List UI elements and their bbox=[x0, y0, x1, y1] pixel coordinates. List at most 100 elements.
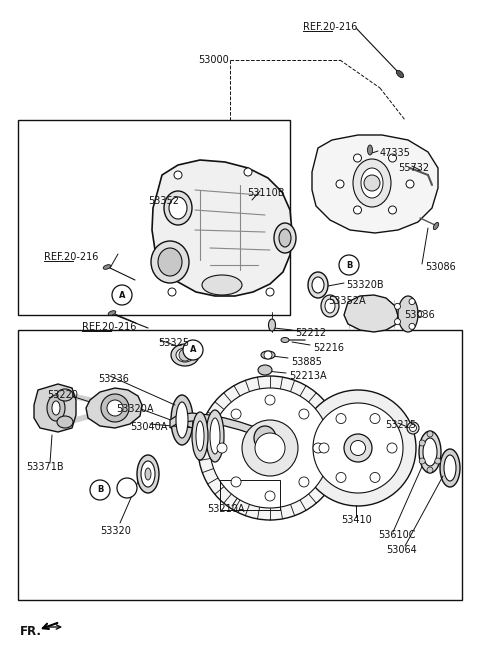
Circle shape bbox=[364, 175, 380, 191]
Ellipse shape bbox=[312, 277, 324, 293]
Circle shape bbox=[265, 491, 275, 501]
Ellipse shape bbox=[176, 348, 194, 362]
Ellipse shape bbox=[423, 438, 437, 466]
Circle shape bbox=[395, 319, 400, 325]
Ellipse shape bbox=[196, 421, 204, 451]
Circle shape bbox=[336, 472, 346, 482]
Circle shape bbox=[299, 477, 309, 487]
Circle shape bbox=[313, 403, 403, 493]
Ellipse shape bbox=[444, 455, 456, 481]
Text: B: B bbox=[346, 260, 352, 269]
Ellipse shape bbox=[344, 434, 372, 462]
Text: 53000: 53000 bbox=[198, 55, 229, 65]
Circle shape bbox=[409, 299, 415, 305]
Ellipse shape bbox=[192, 412, 208, 460]
Circle shape bbox=[418, 311, 424, 317]
Ellipse shape bbox=[52, 401, 60, 415]
Circle shape bbox=[174, 171, 182, 179]
Circle shape bbox=[419, 440, 425, 446]
Circle shape bbox=[117, 478, 137, 498]
Circle shape bbox=[395, 304, 400, 309]
Text: 53352A: 53352A bbox=[328, 296, 366, 306]
Ellipse shape bbox=[206, 410, 224, 462]
Ellipse shape bbox=[141, 461, 155, 487]
Text: 53371B: 53371B bbox=[26, 462, 64, 472]
Ellipse shape bbox=[57, 389, 73, 401]
Ellipse shape bbox=[274, 223, 296, 253]
Text: REF.20-216: REF.20-216 bbox=[303, 22, 358, 32]
Ellipse shape bbox=[210, 418, 220, 454]
Text: REF.20-216: REF.20-216 bbox=[44, 252, 98, 262]
Circle shape bbox=[387, 443, 397, 453]
Ellipse shape bbox=[176, 402, 188, 438]
Ellipse shape bbox=[325, 299, 335, 313]
Circle shape bbox=[388, 154, 396, 162]
Text: A: A bbox=[119, 290, 125, 300]
Circle shape bbox=[339, 255, 359, 275]
Circle shape bbox=[217, 443, 227, 453]
Text: 47335: 47335 bbox=[380, 148, 411, 158]
Polygon shape bbox=[34, 384, 76, 432]
Ellipse shape bbox=[407, 422, 419, 434]
Text: REF.20-216: REF.20-216 bbox=[82, 322, 136, 332]
Circle shape bbox=[183, 340, 203, 360]
Text: 53352: 53352 bbox=[148, 196, 179, 206]
Circle shape bbox=[90, 480, 110, 500]
Text: 55732: 55732 bbox=[398, 163, 429, 173]
Ellipse shape bbox=[279, 229, 291, 247]
Ellipse shape bbox=[433, 222, 439, 229]
Text: A: A bbox=[190, 346, 196, 355]
Text: 53086: 53086 bbox=[425, 262, 456, 272]
Ellipse shape bbox=[258, 365, 272, 375]
Polygon shape bbox=[344, 295, 398, 332]
Bar bbox=[18, 330, 462, 600]
Circle shape bbox=[101, 394, 129, 422]
Circle shape bbox=[313, 443, 323, 453]
Text: 53885: 53885 bbox=[291, 357, 322, 367]
Ellipse shape bbox=[440, 449, 460, 487]
Text: 53320B: 53320B bbox=[346, 280, 384, 290]
Circle shape bbox=[319, 443, 329, 453]
Text: 53215: 53215 bbox=[385, 420, 416, 430]
Circle shape bbox=[435, 458, 441, 464]
Ellipse shape bbox=[57, 416, 73, 428]
Ellipse shape bbox=[164, 191, 192, 225]
Text: 53220: 53220 bbox=[47, 390, 78, 400]
Circle shape bbox=[300, 390, 416, 506]
Text: 52216: 52216 bbox=[313, 343, 344, 353]
Circle shape bbox=[266, 288, 274, 296]
Ellipse shape bbox=[169, 197, 187, 219]
Circle shape bbox=[353, 206, 361, 214]
Circle shape bbox=[168, 288, 176, 296]
Ellipse shape bbox=[47, 395, 65, 421]
Ellipse shape bbox=[254, 426, 276, 450]
Circle shape bbox=[231, 477, 241, 487]
Ellipse shape bbox=[137, 455, 159, 493]
Circle shape bbox=[406, 180, 414, 188]
Circle shape bbox=[264, 351, 272, 359]
Ellipse shape bbox=[409, 424, 417, 432]
Circle shape bbox=[231, 409, 241, 419]
Circle shape bbox=[409, 323, 415, 329]
Text: 53036: 53036 bbox=[404, 310, 435, 320]
Polygon shape bbox=[86, 388, 142, 428]
Ellipse shape bbox=[202, 275, 242, 295]
Ellipse shape bbox=[103, 265, 111, 269]
Polygon shape bbox=[312, 135, 438, 233]
Text: 52213A: 52213A bbox=[289, 371, 326, 381]
Circle shape bbox=[265, 395, 275, 405]
Circle shape bbox=[388, 206, 396, 214]
Circle shape bbox=[427, 467, 433, 473]
Circle shape bbox=[353, 154, 361, 162]
Text: 53040A: 53040A bbox=[130, 422, 168, 432]
Ellipse shape bbox=[368, 145, 372, 155]
Circle shape bbox=[242, 420, 298, 476]
Ellipse shape bbox=[171, 395, 193, 445]
Text: 53410: 53410 bbox=[341, 515, 372, 525]
Circle shape bbox=[112, 285, 132, 305]
Circle shape bbox=[299, 409, 309, 419]
Text: 53610C: 53610C bbox=[378, 530, 416, 540]
Text: B: B bbox=[97, 486, 103, 495]
Ellipse shape bbox=[350, 440, 365, 455]
Ellipse shape bbox=[268, 319, 276, 331]
